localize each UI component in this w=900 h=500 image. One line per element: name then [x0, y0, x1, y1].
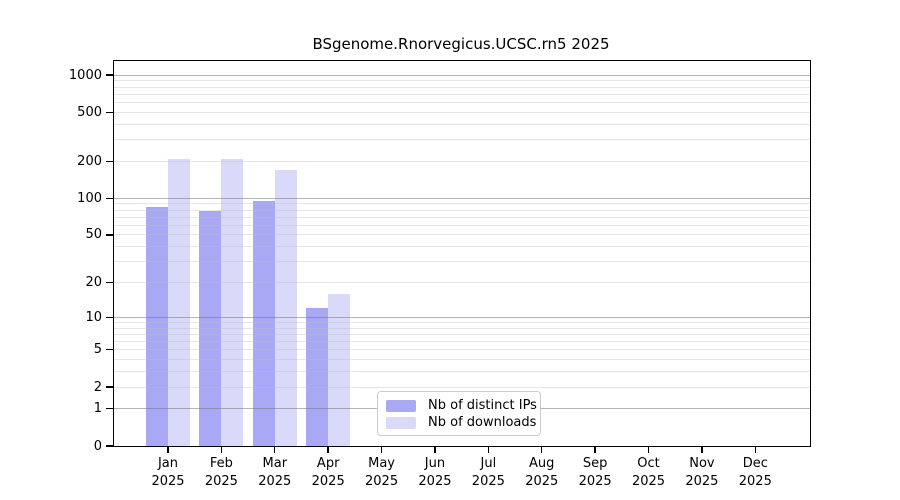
x-tick	[434, 446, 436, 453]
x-tick	[167, 446, 169, 453]
gridline-minor	[114, 86, 810, 88]
x-tick-label: Aug 2025	[525, 456, 559, 489]
y-tick	[106, 281, 114, 284]
x-tick-label: May 2025	[365, 456, 399, 489]
x-tick	[647, 446, 650, 453]
y-tick	[106, 316, 114, 318]
y-tick-label: 100	[77, 190, 102, 206]
y-tick	[106, 234, 114, 236]
chart-title: BSgenome.Rnorvegicus.UCSC.rn5 2025	[312, 35, 610, 53]
x-tick	[541, 446, 543, 453]
x-tick	[220, 446, 223, 453]
gridline-major	[114, 197, 810, 199]
gridline-minor	[114, 80, 810, 82]
y-tick-label: 200	[77, 153, 102, 169]
y-tick-label: 1000	[68, 67, 102, 83]
x-tick-label: Oct 2025	[631, 456, 666, 489]
bar-downloads-jan	[168, 158, 190, 446]
legend: Nb of distinct IPs Nb of downloads	[377, 391, 541, 436]
legend-item-downloads: Nb of downloads	[386, 414, 536, 431]
y-tick	[106, 445, 114, 447]
x-tick-label: Jun 2025	[418, 456, 452, 489]
x-tick-label: Sep 2025	[578, 456, 612, 489]
x-tick	[754, 446, 756, 453]
bar-distinct-ips-apr	[306, 308, 329, 446]
x-tick-label: Nov 2025	[685, 456, 719, 489]
y-tick-label: 2	[93, 379, 102, 395]
y-tick	[106, 111, 114, 113]
x-tick-label: Jul 2025	[471, 456, 505, 489]
y-tick	[106, 408, 114, 410]
x-tick-label: Mar 2025	[258, 456, 292, 489]
x-tick	[274, 446, 276, 453]
x-tick	[327, 446, 329, 453]
y-tick-label: 1	[93, 401, 102, 417]
y-tick-label: 500	[77, 104, 102, 120]
legend-label-distinct-ips: Nb of distinct IPs	[428, 398, 537, 413]
x-tick	[380, 446, 383, 453]
gridline-minor	[114, 111, 810, 113]
y-tick	[106, 160, 114, 162]
y-tick-label: 10	[85, 309, 102, 325]
gridline-minor	[114, 93, 810, 95]
legend-swatch-downloads	[386, 416, 416, 429]
gridline-minor	[114, 101, 810, 103]
y-tick	[106, 349, 114, 351]
x-tick-label: Jan 2025	[151, 456, 185, 489]
gridline-minor	[114, 209, 810, 211]
gridline-major	[114, 74, 810, 76]
legend-label-downloads: Nb of downloads	[428, 415, 537, 430]
x-tick-label: Feb 2025	[204, 456, 238, 489]
gridline-minor	[114, 160, 810, 162]
y-tick	[106, 197, 114, 199]
bar-downloads-apr	[328, 293, 351, 446]
bar-downloads-feb	[221, 158, 244, 446]
x-tick	[701, 446, 703, 453]
gridline-minor	[114, 139, 810, 141]
x-tick	[594, 446, 596, 453]
plot-area: Nb of distinct IPs Nb of downloads 0 1 2 5 1…	[69, 60, 811, 489]
y-tick	[106, 386, 114, 388]
x-tick-label: Apr 2025	[311, 456, 345, 489]
y-tick-label: 5	[93, 342, 102, 358]
gridline-minor	[114, 203, 810, 205]
y-tick	[106, 74, 114, 76]
bar-distinct-ips-jan	[146, 206, 168, 446]
bar-distinct-ips-feb	[199, 211, 222, 446]
bar-downloads-mar	[274, 169, 297, 446]
legend-swatch-distinct-ips	[386, 399, 416, 412]
x-tick	[487, 446, 490, 453]
y-tick-label: 50	[85, 227, 102, 243]
gridline-minor	[114, 123, 810, 125]
y-tick-label: 0	[93, 438, 102, 454]
legend-item-distinct-ips: Nb of distinct IPs	[386, 397, 537, 414]
x-tick-label: Dec 2025	[738, 456, 772, 489]
y-tick-label: 20	[85, 275, 102, 291]
bar-distinct-ips-mar	[252, 200, 275, 446]
